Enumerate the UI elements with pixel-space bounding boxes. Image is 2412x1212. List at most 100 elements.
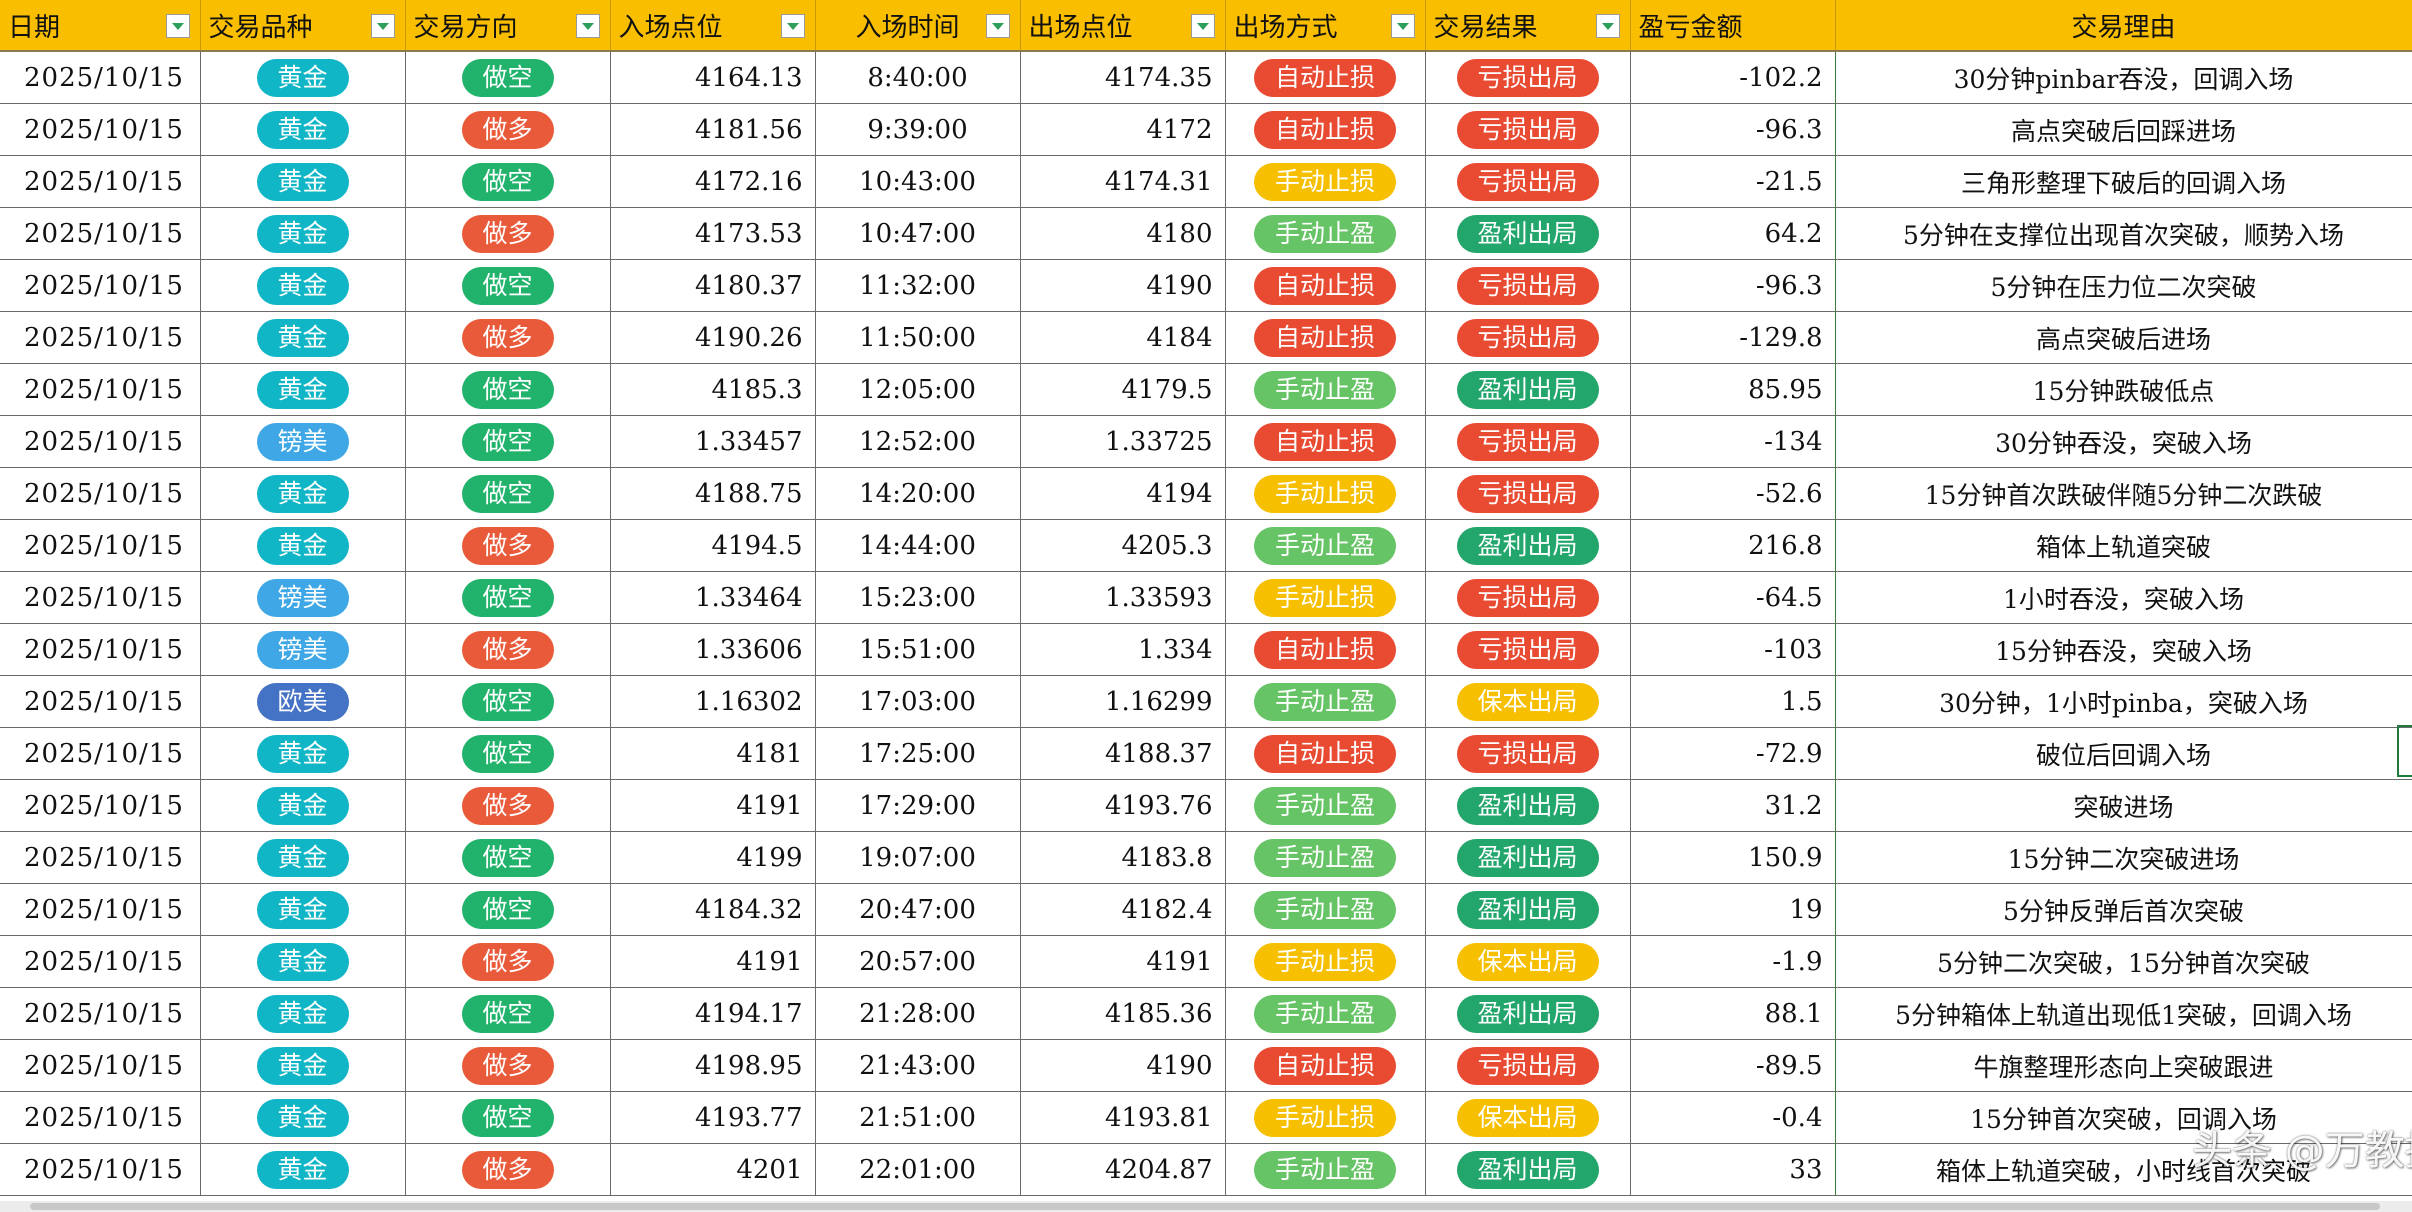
cell-entry-price[interactable]: 4180.37 bbox=[610, 259, 816, 312]
table-row[interactable]: 2025/10/15 黄金 做空 4185.3 12:05:00 4179.5 手动止盈 盈利… bbox=[0, 363, 2412, 416]
cell-entry-price[interactable]: 4172.16 bbox=[610, 155, 816, 208]
cell-direction[interactable]: 做空 bbox=[405, 415, 611, 468]
cell-reason[interactable]: 牛旗整理形态向上突破跟进 bbox=[1835, 1039, 2412, 1092]
cell-pnl[interactable]: -103 bbox=[1630, 623, 1836, 676]
filter-dropdown-icon[interactable] bbox=[780, 14, 805, 38]
cell-reason[interactable]: 5分钟二次突破，15分钟首次突破 bbox=[1835, 935, 2412, 988]
cell-exit-price[interactable]: 4190 bbox=[1020, 259, 1226, 312]
cell-exit-method[interactable]: 手动止损 bbox=[1225, 155, 1426, 208]
cell-pnl[interactable]: 85.95 bbox=[1630, 363, 1836, 416]
cell-result[interactable]: 盈利出局 bbox=[1425, 779, 1631, 832]
cell-exit-method[interactable]: 自动止损 bbox=[1225, 311, 1426, 364]
cell-entry-time[interactable]: 19:07:00 bbox=[815, 831, 1021, 884]
table-row[interactable]: 2025/10/15 黄金 做多 4198.95 21:43:00 4190 自动止损 亏损出… bbox=[0, 1039, 2412, 1092]
cell-symbol[interactable]: 黄金 bbox=[200, 1143, 406, 1196]
cell-pnl[interactable]: 31.2 bbox=[1630, 779, 1836, 832]
cell-reason[interactable]: 突破进场 bbox=[1835, 779, 2412, 832]
cell-result[interactable]: 亏损出局 bbox=[1425, 1039, 1631, 1092]
cell-symbol[interactable]: 黄金 bbox=[200, 987, 406, 1040]
cell-result[interactable]: 保本出局 bbox=[1425, 675, 1631, 728]
cell-symbol[interactable]: 黄金 bbox=[200, 363, 406, 416]
table-row[interactable]: 2025/10/15 黄金 做多 4190.26 11:50:00 4184 自动止损 亏损出… bbox=[0, 311, 2412, 364]
cell-exit-method[interactable]: 手动止盈 bbox=[1225, 987, 1426, 1040]
cell-date[interactable]: 2025/10/15 bbox=[0, 1143, 201, 1196]
cell-pnl[interactable]: -96.3 bbox=[1630, 259, 1836, 312]
cell-date[interactable]: 2025/10/15 bbox=[0, 623, 201, 676]
cell-symbol[interactable]: 黄金 bbox=[200, 103, 406, 156]
cell-reason[interactable]: 5分钟反弹后首次突破 bbox=[1835, 883, 2412, 936]
cell-exit-price[interactable]: 4204.87 bbox=[1020, 1143, 1226, 1196]
cell-reason[interactable]: 5分钟箱体上轨道出现低1突破，回调入场 bbox=[1835, 987, 2412, 1040]
cell-date[interactable]: 2025/10/15 bbox=[0, 935, 201, 988]
cell-exit-price[interactable]: 4193.76 bbox=[1020, 779, 1226, 832]
cell-symbol[interactable]: 镑美 bbox=[200, 571, 406, 624]
cell-entry-time[interactable]: 14:20:00 bbox=[815, 467, 1021, 520]
cell-entry-time[interactable]: 17:25:00 bbox=[815, 727, 1021, 780]
cell-entry-price[interactable]: 4194.5 bbox=[610, 519, 816, 572]
cell-entry-price[interactable]: 1.33457 bbox=[610, 415, 816, 468]
cell-pnl[interactable]: -0.4 bbox=[1630, 1091, 1836, 1144]
header-symbol[interactable]: 交易品种 bbox=[200, 0, 406, 52]
cell-date[interactable]: 2025/10/15 bbox=[0, 519, 201, 572]
cell-entry-price[interactable]: 4181.56 bbox=[610, 103, 816, 156]
cell-symbol[interactable]: 黄金 bbox=[200, 1091, 406, 1144]
cell-entry-price[interactable]: 4199 bbox=[610, 831, 816, 884]
cell-exit-price[interactable]: 4188.37 bbox=[1020, 727, 1226, 780]
cell-exit-price[interactable]: 4180 bbox=[1020, 207, 1226, 260]
cell-direction[interactable]: 做多 bbox=[405, 103, 611, 156]
cell-result[interactable]: 亏损出局 bbox=[1425, 311, 1631, 364]
cell-date[interactable]: 2025/10/15 bbox=[0, 207, 201, 260]
cell-entry-price[interactable]: 4194.17 bbox=[610, 987, 816, 1040]
cell-exit-price[interactable]: 4185.36 bbox=[1020, 987, 1226, 1040]
filter-dropdown-icon[interactable] bbox=[370, 14, 395, 38]
cell-exit-method[interactable]: 自动止损 bbox=[1225, 51, 1426, 104]
table-row[interactable]: 2025/10/15 黄金 做多 4191 17:29:00 4193.76 手动止盈 盈利出… bbox=[0, 779, 2412, 832]
cell-reason[interactable]: 15分钟二次突破进场 bbox=[1835, 831, 2412, 884]
cell-reason[interactable]: 15分钟吞没，突破入场 bbox=[1835, 623, 2412, 676]
cell-pnl[interactable]: 19 bbox=[1630, 883, 1836, 936]
cell-direction[interactable]: 做空 bbox=[405, 831, 611, 884]
cell-entry-price[interactable]: 4185.3 bbox=[610, 363, 816, 416]
table-row[interactable]: 2025/10/15 镑美 做多 1.33606 15:51:00 1.334 自动止损 亏损… bbox=[0, 623, 2412, 676]
cell-exit-method[interactable]: 自动止损 bbox=[1225, 623, 1426, 676]
cell-result[interactable]: 亏损出局 bbox=[1425, 103, 1631, 156]
cell-direction[interactable]: 做多 bbox=[405, 1143, 611, 1196]
cell-exit-method[interactable]: 自动止损 bbox=[1225, 727, 1426, 780]
cell-exit-price[interactable]: 4194 bbox=[1020, 467, 1226, 520]
table-row[interactable]: 2025/10/15 黄金 做空 4194.17 21:28:00 4185.36 手动止盈… bbox=[0, 987, 2412, 1040]
cell-pnl[interactable]: -1.9 bbox=[1630, 935, 1836, 988]
cell-exit-price[interactable]: 4172 bbox=[1020, 103, 1226, 156]
cell-direction[interactable]: 做空 bbox=[405, 467, 611, 520]
cell-exit-price[interactable]: 4184 bbox=[1020, 311, 1226, 364]
header-date[interactable]: 日期 bbox=[0, 0, 201, 52]
cell-date[interactable]: 2025/10/15 bbox=[0, 675, 201, 728]
cell-symbol[interactable]: 黄金 bbox=[200, 883, 406, 936]
cell-direction[interactable]: 做空 bbox=[405, 1091, 611, 1144]
cell-pnl[interactable]: -102.2 bbox=[1630, 51, 1836, 104]
filter-dropdown-icon[interactable] bbox=[575, 14, 600, 38]
cell-entry-price[interactable]: 4181 bbox=[610, 727, 816, 780]
cell-pnl[interactable]: -64.5 bbox=[1630, 571, 1836, 624]
cell-exit-price[interactable]: 4205.3 bbox=[1020, 519, 1226, 572]
cell-direction[interactable]: 做空 bbox=[405, 987, 611, 1040]
cell-result[interactable]: 亏损出局 bbox=[1425, 155, 1631, 208]
cell-symbol[interactable]: 镑美 bbox=[200, 415, 406, 468]
cell-pnl[interactable]: 216.8 bbox=[1630, 519, 1836, 572]
filter-dropdown-icon[interactable] bbox=[1390, 14, 1415, 38]
cell-entry-time[interactable]: 11:32:00 bbox=[815, 259, 1021, 312]
cell-date[interactable]: 2025/10/15 bbox=[0, 883, 201, 936]
table-row[interactable]: 2025/10/15 黄金 做多 4181.56 9:39:00 4172 自动止损 亏损出局… bbox=[0, 103, 2412, 156]
cell-direction[interactable]: 做空 bbox=[405, 155, 611, 208]
cell-result[interactable]: 盈利出局 bbox=[1425, 363, 1631, 416]
cell-exit-method[interactable]: 手动止盈 bbox=[1225, 207, 1426, 260]
cell-direction[interactable]: 做空 bbox=[405, 883, 611, 936]
cell-symbol[interactable]: 黄金 bbox=[200, 519, 406, 572]
cell-entry-price[interactable]: 1.33464 bbox=[610, 571, 816, 624]
table-row[interactable]: 2025/10/15 黄金 做多 4201 22:01:00 4204.87 手动止盈 盈利出… bbox=[0, 1143, 2412, 1196]
cell-result[interactable]: 亏损出局 bbox=[1425, 51, 1631, 104]
table-row[interactable]: 2025/10/15 黄金 做空 4184.32 20:47:00 4182.4 手动止盈 盈… bbox=[0, 883, 2412, 936]
cell-direction[interactable]: 做空 bbox=[405, 259, 611, 312]
cell-symbol[interactable]: 黄金 bbox=[200, 779, 406, 832]
cell-entry-time[interactable]: 15:51:00 bbox=[815, 623, 1021, 676]
cell-entry-time[interactable]: 10:43:00 bbox=[815, 155, 1021, 208]
